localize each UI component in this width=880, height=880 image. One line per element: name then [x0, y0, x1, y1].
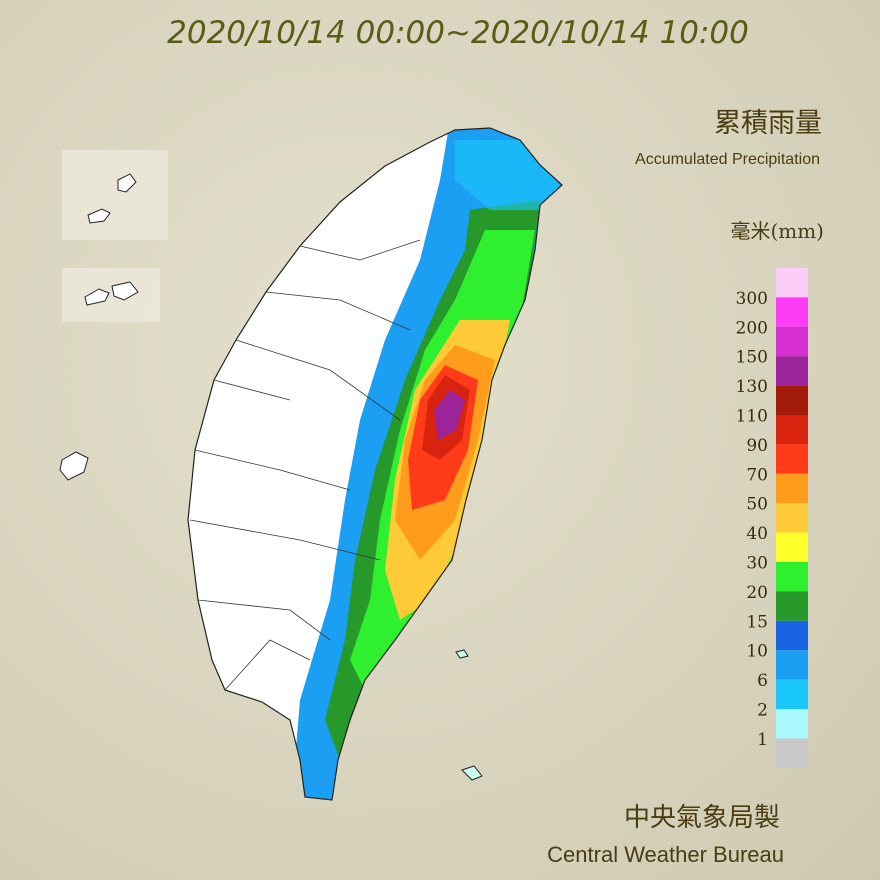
legend-swatch — [776, 503, 808, 533]
island — [59, 451, 89, 481]
legend-label: 20 — [746, 583, 768, 603]
legend-label: 300 — [736, 289, 768, 309]
legend-label: 10 — [746, 642, 768, 662]
island — [455, 649, 483, 781]
footer-chinese: 中央氣象局製 — [624, 803, 780, 833]
legend-swatch — [776, 650, 808, 680]
inset-box — [62, 150, 168, 240]
footer-english: Central Weather Bureau — [547, 842, 784, 867]
legend-label: 150 — [736, 348, 768, 368]
legend-label: 30 — [746, 554, 768, 574]
legend-swatch — [776, 385, 808, 415]
legend-swatch — [776, 297, 808, 327]
rainfall — [188, 128, 562, 800]
legend-label: 200 — [736, 318, 768, 338]
legend-label: 130 — [736, 377, 768, 397]
legend-swatch — [776, 444, 808, 474]
island — [84, 281, 139, 306]
legend-subtitle: Accumulated Precipitation — [635, 151, 820, 168]
inset-box — [62, 268, 160, 322]
legend-label: 70 — [746, 465, 768, 485]
legend-swatch — [776, 268, 808, 298]
island — [87, 173, 137, 224]
legend-swatch — [776, 326, 808, 357]
legend-label: 110 — [736, 407, 768, 427]
band — [434, 390, 465, 440]
legend-swatch — [776, 415, 808, 445]
legend-label: 1 — [757, 730, 768, 750]
legend-swatch — [776, 356, 808, 386]
legend-label: 6 — [757, 671, 768, 691]
county-border — [189, 239, 421, 691]
legend-swatch — [776, 620, 808, 651]
legend-label: 2 — [757, 701, 768, 721]
legend-swatch — [776, 591, 808, 621]
legend-unit: 毫米(mm) — [730, 219, 824, 243]
legend-label: 90 — [746, 436, 768, 456]
legend-swatch — [776, 562, 808, 592]
legend-label: 50 — [746, 495, 768, 515]
legend-swatch — [776, 532, 808, 562]
legend-swatch — [776, 679, 808, 709]
coastline — [187, 127, 563, 801]
legend-title: 累積雨量 — [714, 108, 822, 139]
legend-label: 40 — [746, 524, 768, 544]
legend-swatch — [776, 738, 808, 768]
legend-swatch — [776, 473, 808, 504]
legend-label: 15 — [746, 612, 768, 632]
legend-swatch — [776, 709, 808, 739]
map-title: 2020/10/14 00:00~2020/10/14 10:00 — [167, 15, 749, 51]
legend: 300 200 150 130 110 90 70 50 40 30 20 15 10 6 2 1 — [736, 268, 808, 768]
